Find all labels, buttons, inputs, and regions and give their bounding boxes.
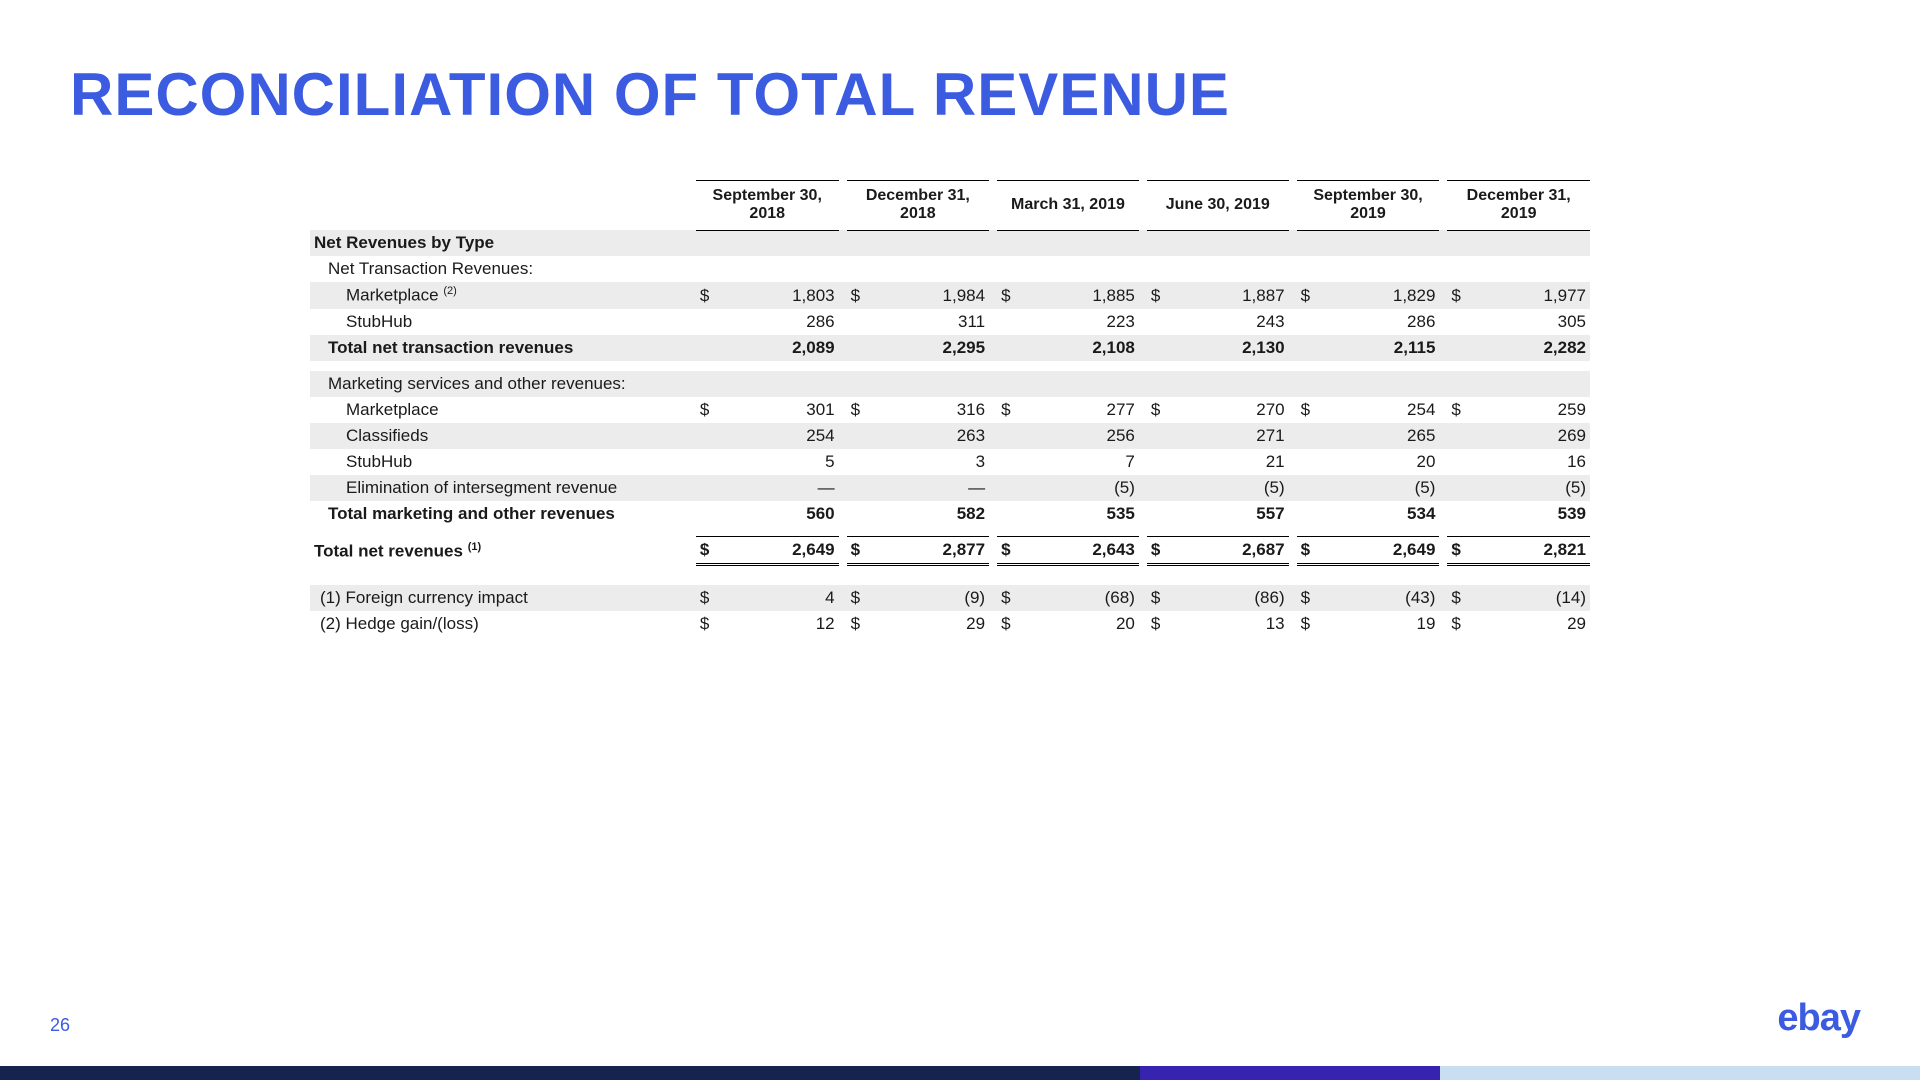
section-header: Net Revenues by Type — [310, 230, 1590, 256]
col-header: September 30, 2019 — [1297, 181, 1440, 231]
table-row: StubHub 286 311 223 243 286 305 — [310, 309, 1590, 335]
footnote-row: (1) Foreign currency impact $4 $(9) $(68… — [310, 585, 1590, 611]
table-header-row: September 30, 2018 December 31, 2018 Mar… — [310, 181, 1590, 231]
footnote-row: (2) Hedge gain/(loss) $12 $29 $20 $13 $1… — [310, 611, 1590, 637]
page-title: RECONCILIATION OF TOTAL REVENUE — [70, 60, 1230, 129]
total-row: Total net revenues (1) $2,649 $2,877 $2,… — [310, 537, 1590, 565]
table-row: Marketplace (2) $1,803 $1,984 $1,885 $1,… — [310, 282, 1590, 309]
row-label: Marketing services and other revenues: — [310, 371, 696, 397]
col-header: December 31, 2018 — [847, 181, 989, 231]
row-label: StubHub — [310, 309, 696, 335]
revenue-table: September 30, 2018 December 31, 2018 Mar… — [310, 180, 1590, 637]
footer-bar — [0, 1066, 1920, 1080]
table-row: Elimination of intersegment revenue — — … — [310, 475, 1590, 501]
col-header: March 31, 2019 — [997, 181, 1139, 231]
table-row: Classifieds 254 263 256 271 265 269 — [310, 423, 1590, 449]
row-label: Total net transaction revenues — [310, 335, 696, 361]
row-label: Marketplace — [310, 397, 696, 423]
ebay-logo: ebay — [1777, 997, 1860, 1040]
table-row: Marketing services and other revenues: — [310, 371, 1590, 397]
row-label: Total marketing and other revenues — [310, 501, 696, 527]
table-row: Marketplace $301 $316 $277 $270 $254 $25… — [310, 397, 1590, 423]
row-label: Net Transaction Revenues: — [310, 256, 696, 282]
row-label: (1) Foreign currency impact — [310, 585, 696, 611]
row-label: Elimination of intersegment revenue — [310, 475, 696, 501]
col-header: December 31, 2019 — [1447, 181, 1590, 231]
col-header: June 30, 2019 — [1147, 181, 1289, 231]
row-label: Net Revenues by Type — [310, 230, 696, 256]
row-label: Marketplace (2) — [310, 282, 696, 309]
page-number: 26 — [50, 1015, 70, 1036]
row-label: Classifieds — [310, 423, 696, 449]
col-header: September 30, 2018 — [696, 181, 839, 231]
table-row: StubHub 5 3 7 21 20 16 — [310, 449, 1590, 475]
subtotal-row: Total marketing and other revenues 560 5… — [310, 501, 1590, 527]
row-label: StubHub — [310, 449, 696, 475]
row-label: Total net revenues (1) — [310, 537, 696, 565]
table-row: Net Transaction Revenues: — [310, 256, 1590, 282]
row-label: (2) Hedge gain/(loss) — [310, 611, 696, 637]
subtotal-row: Total net transaction revenues 2,089 2,2… — [310, 335, 1590, 361]
